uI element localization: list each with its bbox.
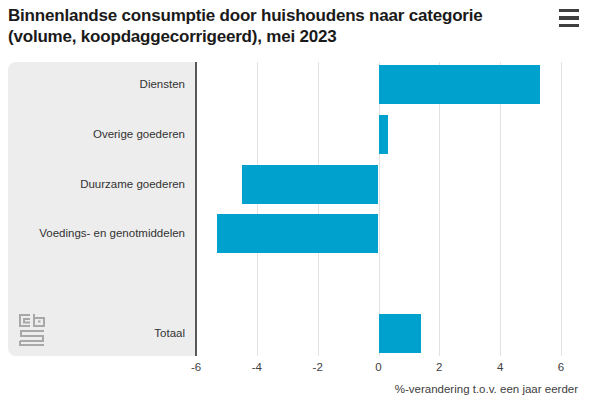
bar[interactable] <box>379 115 388 154</box>
x-tick-label: -2 <box>313 361 323 373</box>
y-axis-line <box>195 62 197 356</box>
x-tick-label: -4 <box>252 361 262 373</box>
gridline <box>318 62 319 356</box>
x-tick-label: 6 <box>558 361 564 373</box>
bar[interactable] <box>242 165 379 204</box>
x-tick-label: -6 <box>191 361 201 373</box>
plot-area <box>0 0 600 412</box>
cbs-logo <box>18 313 46 347</box>
bar[interactable] <box>217 214 378 253</box>
x-axis-caption: %-verandering t.o.v. een jaar eerder <box>395 383 578 395</box>
x-tick-label: 2 <box>436 361 442 373</box>
x-tick-label: 0 <box>375 361 381 373</box>
gridline <box>379 62 380 356</box>
bar[interactable] <box>379 65 540 104</box>
x-tick-label: 4 <box>497 361 503 373</box>
gridline <box>500 62 501 356</box>
gridline <box>257 62 258 356</box>
gridline <box>561 62 562 356</box>
bar[interactable] <box>379 314 422 353</box>
gridline <box>439 62 440 356</box>
chart-figure: Binnenlandse consumptie door huishoudens… <box>0 0 600 412</box>
